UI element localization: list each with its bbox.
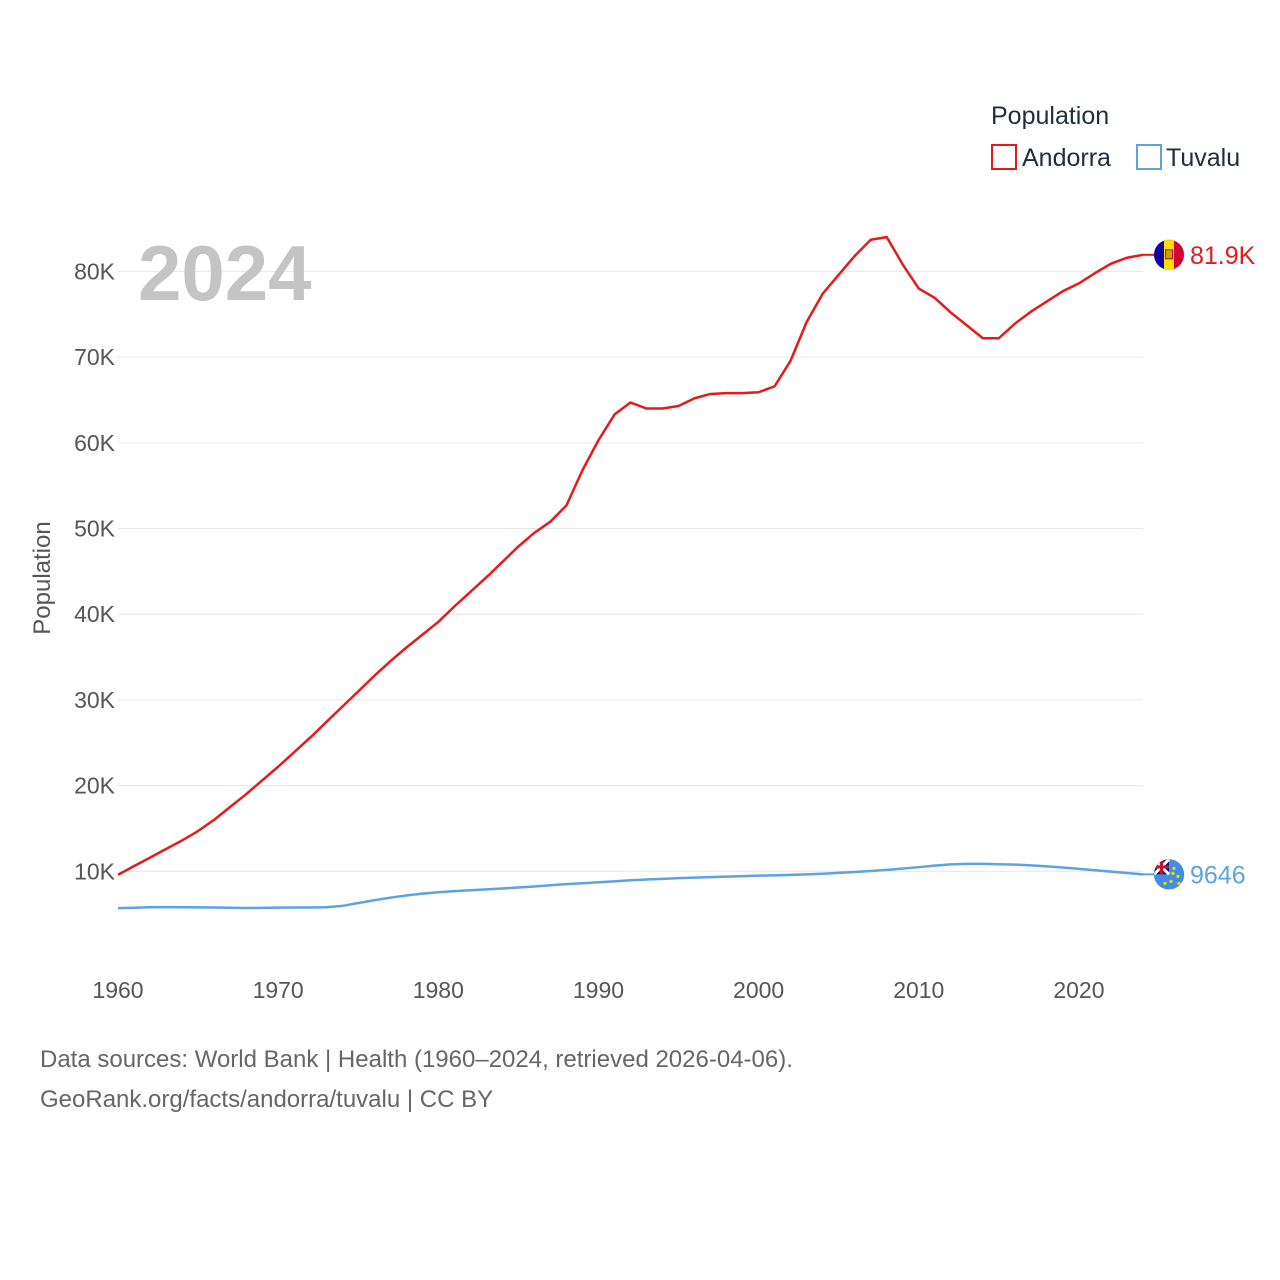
x-tick-1970: 1970 bbox=[253, 977, 304, 1003]
license-link[interactable]: GeoRank.org/facts/andorra/tuvalu | CC BY bbox=[40, 1086, 494, 1113]
data-sources-text: Data sources: World Bank | Health (1960–… bbox=[40, 1046, 793, 1073]
x-tick-2020: 2020 bbox=[1053, 977, 1104, 1003]
end-labels: 81.9K 9646 bbox=[1143, 239, 1256, 890]
y-tick-40K: 40K bbox=[74, 601, 116, 627]
y-tick-50K: 50K bbox=[74, 516, 116, 542]
legend: Population Andorra Tuvalu bbox=[991, 102, 1240, 172]
series-line-andorra[interactable] bbox=[117, 235, 1144, 876]
legend-item-tuvalu[interactable]: Tuvalu bbox=[1136, 144, 1240, 172]
year-label: 2024 bbox=[138, 229, 312, 317]
y-tick-10K: 10K bbox=[74, 858, 116, 884]
x-axis-ticks: 1960 1970 1980 1990 2000 2010 2020 bbox=[92, 977, 1104, 1003]
x-tick-2010: 2010 bbox=[893, 977, 944, 1003]
legend-swatch-tuvalu bbox=[1136, 144, 1162, 170]
legend-title: Population bbox=[991, 102, 1109, 130]
legend-swatch-andorra bbox=[991, 144, 1017, 170]
y-axis-label: Population bbox=[29, 521, 56, 634]
x-tick-1990: 1990 bbox=[573, 977, 624, 1003]
x-tick-1960: 1960 bbox=[92, 977, 143, 1003]
y-tick-80K: 80K bbox=[74, 258, 116, 284]
series-line-tuvalu[interactable] bbox=[117, 862, 1144, 910]
tuvalu-flag-icon bbox=[1153, 858, 1185, 890]
y-axis-ticks: 10K 20K 30K 40K 50K 60K 70K 80K bbox=[74, 258, 116, 884]
y-tick-70K: 70K bbox=[74, 344, 116, 370]
legend-label-tuvalu: Tuvalu bbox=[1166, 144, 1240, 172]
legend-label-andorra: Andorra bbox=[1022, 144, 1111, 172]
y-tick-60K: 60K bbox=[74, 430, 116, 456]
x-tick-1980: 1980 bbox=[413, 977, 464, 1003]
y-tick-20K: 20K bbox=[74, 773, 116, 799]
x-tick-2000: 2000 bbox=[733, 977, 784, 1003]
series-lines bbox=[117, 235, 1144, 910]
andorra-flag-icon bbox=[1153, 239, 1185, 271]
legend-item-andorra[interactable]: Andorra bbox=[991, 144, 1111, 172]
grid-lines bbox=[118, 270, 1143, 872]
end-label-tuvalu: 9646 bbox=[1190, 861, 1246, 889]
end-label-andorra: 81.9K bbox=[1190, 242, 1256, 270]
y-tick-30K: 30K bbox=[74, 687, 116, 713]
footer: Data sources: World Bank | Health (1960–… bbox=[40, 1040, 793, 1120]
